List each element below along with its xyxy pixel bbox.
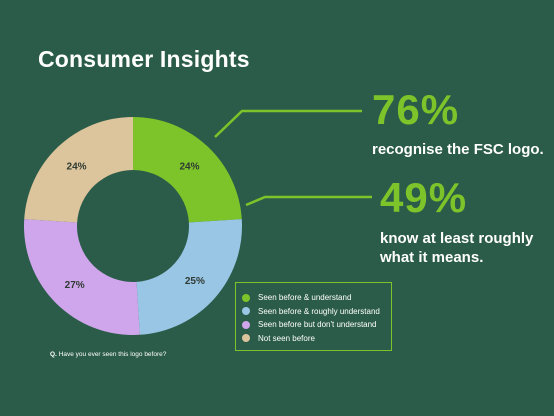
chart-legend: Seen before & understand Seen before & r… (235, 282, 392, 351)
legend-swatch (242, 320, 250, 329)
slice-label: 27% (65, 280, 85, 291)
legend-item: Seen before & roughly understand (242, 305, 385, 319)
slice-label: 25% (185, 276, 205, 287)
page-title: Consumer Insights (38, 46, 250, 72)
legend-label: Not seen before (258, 333, 315, 343)
legend-label: Seen before & roughly understand (258, 306, 380, 316)
slice-label: 24% (67, 161, 87, 172)
donut-slice (24, 219, 140, 335)
legend-label: Seen before & understand (258, 293, 352, 303)
stat-76-text: recognise the FSC logo. (372, 140, 544, 159)
donut-slice (24, 117, 133, 223)
callout-line-49 (245, 195, 372, 207)
donut-slice (133, 117, 242, 223)
legend-item: Seen before & understand (242, 291, 385, 305)
callout-line-76 (214, 109, 362, 138)
legend-label: Seen before but don't understand (258, 320, 377, 330)
survey-question: Q. Have you ever seen this logo before? (50, 351, 166, 358)
stat-49-value: 49% (380, 174, 468, 221)
donut-slice (136, 219, 242, 335)
stat-49-text-line-1: know at least roughly (380, 230, 534, 247)
stat-49-text: know at least roughly what it means. (380, 229, 533, 267)
legend-swatch (242, 293, 250, 302)
stat-76-text-line: recognise the FSC logo. (372, 141, 544, 158)
legend-item: Not seen before (242, 332, 385, 346)
slice-label: 24% (179, 161, 199, 172)
stat-49-text-line-2: what it means. (380, 249, 484, 266)
legend-swatch (242, 307, 250, 316)
legend-swatch (242, 334, 250, 343)
question-prefix: Q. (50, 351, 57, 358)
question-text: Have you ever seen this logo before? (58, 351, 167, 358)
legend-item: Seen before but don't understand (242, 318, 385, 332)
stat-76-value: 76% (372, 86, 460, 133)
